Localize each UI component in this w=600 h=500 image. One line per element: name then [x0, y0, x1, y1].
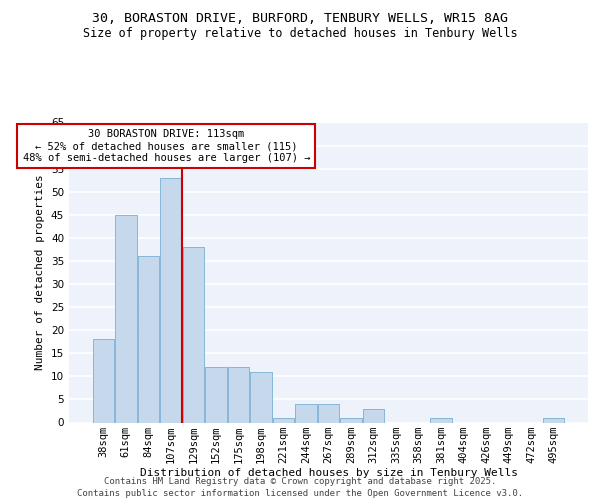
Bar	[228, 367, 249, 422]
Bar	[318, 404, 339, 422]
Text: 30, BORASTON DRIVE, BURFORD, TENBURY WELLS, WR15 8AG: 30, BORASTON DRIVE, BURFORD, TENBURY WEL…	[92, 12, 508, 26]
Bar	[430, 418, 452, 422]
Bar	[363, 408, 384, 422]
Text: Contains HM Land Registry data © Crown copyright and database right 2025.: Contains HM Land Registry data © Crown c…	[104, 477, 496, 486]
Text: Size of property relative to detached houses in Tenbury Wells: Size of property relative to detached ho…	[83, 28, 517, 40]
Text: 30 BORASTON DRIVE: 113sqm
← 52% of detached houses are smaller (115)
48% of semi: 30 BORASTON DRIVE: 113sqm ← 52% of detac…	[23, 130, 310, 162]
Bar	[92, 340, 114, 422]
Bar	[115, 215, 137, 422]
Bar	[340, 418, 362, 422]
Bar	[137, 256, 159, 422]
Bar	[543, 418, 565, 422]
Bar	[205, 367, 227, 422]
X-axis label: Distribution of detached houses by size in Tenbury Wells: Distribution of detached houses by size …	[139, 468, 517, 478]
Bar	[273, 418, 294, 422]
Y-axis label: Number of detached properties: Number of detached properties	[35, 174, 46, 370]
Bar	[295, 404, 317, 422]
Bar	[160, 178, 182, 422]
Bar	[250, 372, 272, 422]
Text: Contains public sector information licensed under the Open Government Licence v3: Contains public sector information licen…	[77, 488, 523, 498]
Bar	[182, 247, 204, 422]
